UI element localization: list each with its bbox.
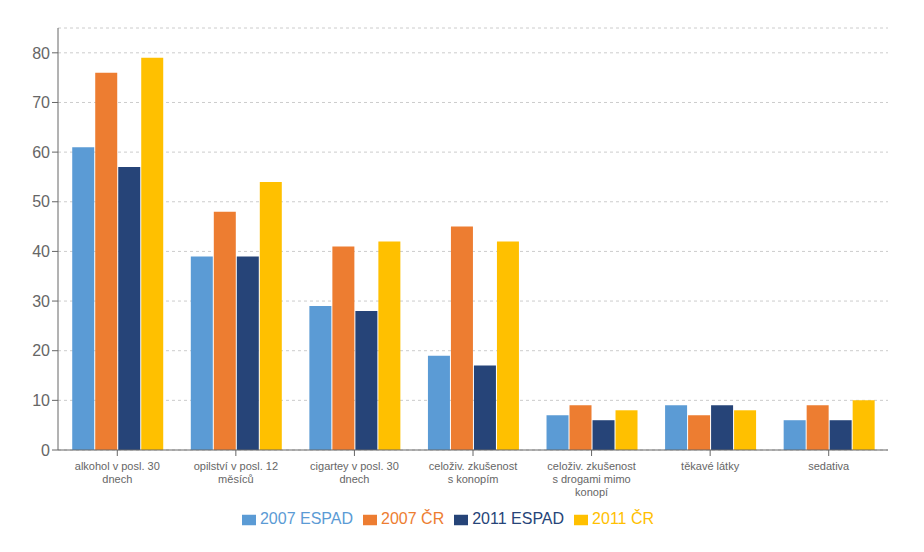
svg-text:celoživ. zkušenosts drogami mi: celoživ. zkušenosts drogami mimokonopí [547, 460, 635, 498]
html-text:2011 ESPAD: 2011 ESPAD [472, 510, 565, 527]
svg-text:celoživ. zkušenosts konopím: celoživ. zkušenosts konopím [429, 460, 517, 485]
svg-text:těkavé látky: těkavé látky [681, 460, 740, 472]
svg-text:10: 10 [32, 392, 50, 409]
svg-text:alkohol v posl. 30dnech: alkohol v posl. 30dnech [75, 460, 160, 485]
svg-text:80: 80 [32, 45, 50, 62]
svg-text:50: 50 [32, 193, 50, 210]
svg-text:40: 40 [32, 243, 50, 260]
svg-text:0: 0 [41, 442, 50, 459]
svg-text:20: 20 [32, 342, 50, 359]
svg-text:cigartey v posl. 30dnech: cigartey v posl. 30dnech [310, 460, 399, 485]
html-text:2007 ESPAD: 2007 ESPAD [259, 510, 353, 527]
svg-text:sedativa: sedativa [808, 460, 850, 472]
html-text:2007 ČR: 2007 ČR [381, 510, 445, 527]
svg-text:70: 70 [32, 94, 50, 111]
html-text:2011 ČR: 2011 ČR [592, 510, 655, 527]
svg-text:60: 60 [32, 144, 50, 161]
svg-text:30: 30 [32, 293, 50, 310]
svg-text:opilství v posl. 12měsíců: opilství v posl. 12měsíců [194, 460, 278, 485]
